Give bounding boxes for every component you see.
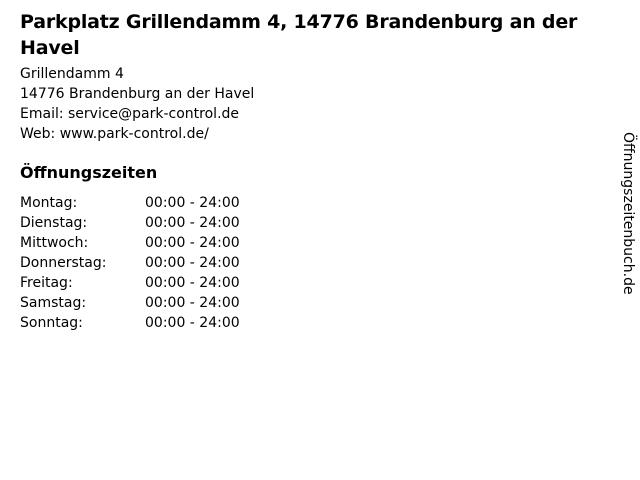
hours-value: 00:00 - 24:00 (145, 215, 240, 231)
day-label: Mittwoch: (20, 235, 89, 251)
contact-email-line: Email: service@park-control.de (20, 104, 254, 124)
day-label: Montag: (20, 195, 78, 211)
brand-watermark-vertical: Öffnungszeitenbuch.de (620, 132, 636, 295)
opening-hours-row: Sonntag: 00:00 - 24:00 (20, 313, 240, 333)
opening-hours-table: Montag: 00:00 - 24:00 Dienstag: 00:00 - 24… (20, 193, 240, 333)
opening-hours-row: Dienstag: 00:00 - 24:00 (20, 213, 240, 233)
day-label: Samstag: (20, 295, 87, 311)
contact-street: Grillendamm 4 (20, 66, 124, 82)
hours-value: 00:00 - 24:00 (145, 195, 240, 211)
day-label: Sonntag: (20, 315, 83, 331)
page-title: Parkplatz Grillendamm 4, 14776 Brandenbu… (20, 11, 578, 59)
day-label: Donnerstag: (20, 255, 107, 271)
hours-value: 00:00 - 24:00 (145, 295, 240, 311)
opening-hours-row: Freitag: 00:00 - 24:00 (20, 273, 240, 293)
opening-hours-row: Samstag: 00:00 - 24:00 (20, 293, 240, 313)
opening-hours-row: Montag: 00:00 - 24:00 (20, 193, 240, 213)
hours-value: 00:00 - 24:00 (145, 255, 240, 271)
hours-value: 00:00 - 24:00 (145, 315, 240, 331)
opening-hours-row: Donnerstag: 00:00 - 24:00 (20, 253, 240, 273)
contact-city: 14776 Brandenburg an der Havel (20, 86, 255, 102)
contact-web-line: Web: www.park-control.de/ (20, 124, 254, 144)
opening-hours-heading: Öffnungszeiten (20, 163, 158, 182)
web-value: www.park-control.de/ (59, 126, 209, 142)
email-value: service@park-control.de (68, 106, 240, 122)
web-label: Web: (20, 126, 56, 142)
day-label: Freitag: (20, 275, 73, 291)
opening-hours-row: Mittwoch: 00:00 - 24:00 (20, 233, 240, 253)
day-label: Dienstag: (20, 215, 88, 231)
email-label: Email: (20, 106, 64, 122)
hours-value: 00:00 - 24:00 (145, 235, 240, 251)
hours-value: 00:00 - 24:00 (145, 275, 240, 291)
contact-block: Grillendamm 4 14776 Brandenburg an der H… (20, 64, 254, 144)
